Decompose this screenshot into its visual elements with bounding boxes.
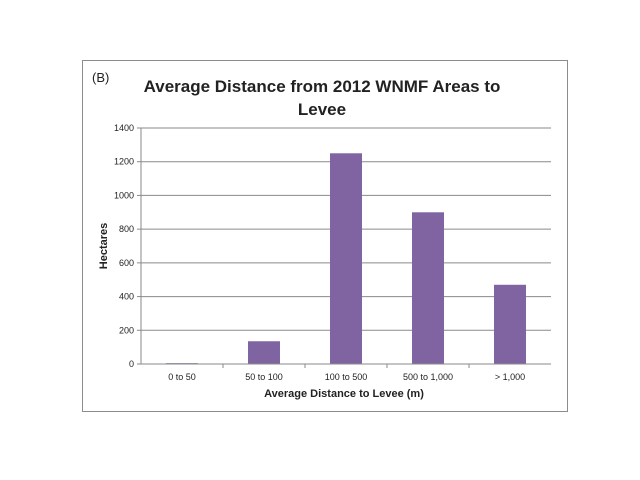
x-tick-label: 100 to 500 [325,372,368,382]
x-tick-label: 500 to 1,000 [403,372,453,382]
bar [494,284,526,364]
bar [248,341,280,364]
x-tick-label: 50 to 100 [245,372,283,382]
chart-title-line-1: Average Distance from 2012 WNMF Areas to [144,77,501,96]
y-tick-label: 600 [119,258,134,268]
y-tick-label: 1400 [114,123,134,133]
x-tick-label: > 1,000 [495,372,525,382]
x-axis-title: Average Distance to Levee (m) [264,388,424,400]
chart-frame [82,60,568,412]
x-tick-labels: 0 to 50 50 to 100 100 to 500 500 to 1,000 > … [168,364,525,382]
chart-title-line-2: Levee [298,100,346,119]
y-tick-label: 1000 [114,190,134,200]
y-tick-label: 200 [119,325,134,335]
bars [166,153,526,364]
y-tick-label: 800 [119,224,134,234]
panel-label: (B) [92,70,109,85]
bar [412,212,444,364]
y-tick-label: 0 [129,359,134,369]
bar [330,153,362,364]
y-tick-label: 400 [119,292,134,302]
y-axis-title: Hectares [98,223,110,269]
y-tick-labels: 0 200 400 600 800 1000 1200 1400 [114,123,141,369]
x-tick-label: 0 to 50 [168,372,196,382]
y-tick-label: 1200 [114,157,134,167]
